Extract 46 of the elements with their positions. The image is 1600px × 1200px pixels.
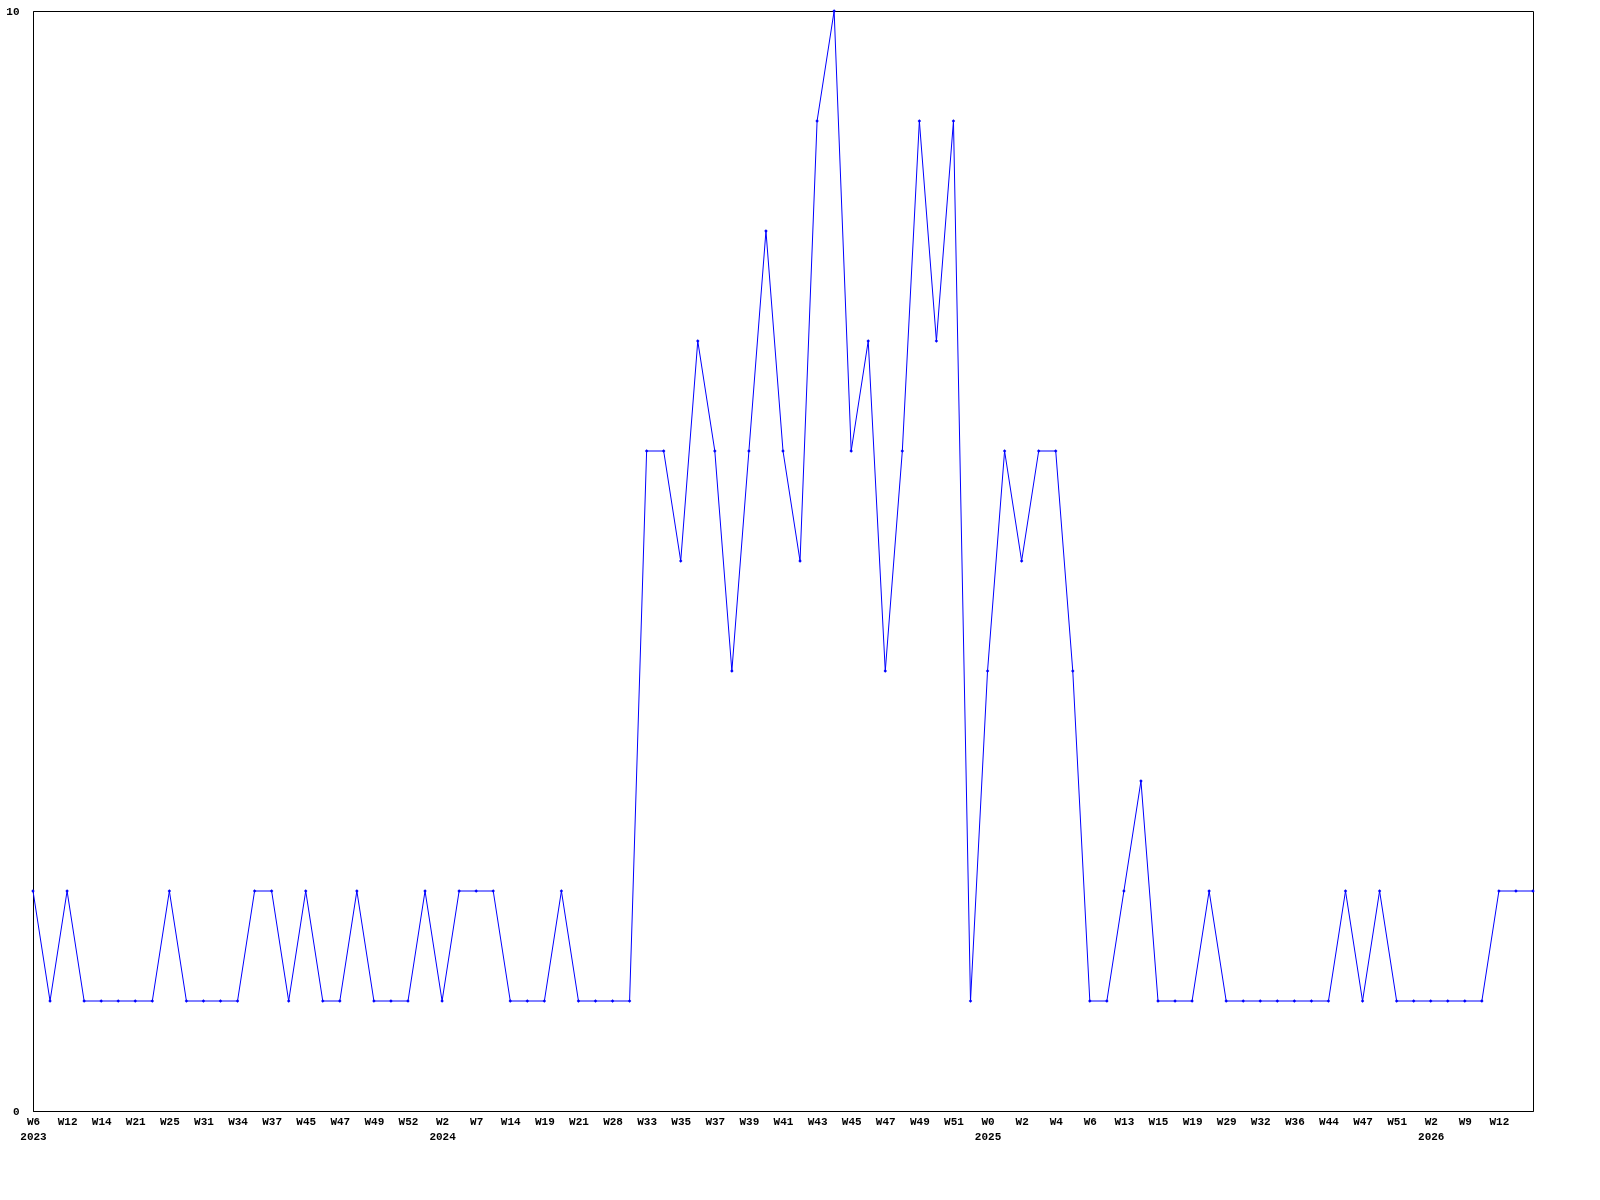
- x-tick-label: W2 2024: [429, 1115, 457, 1143]
- x-tick-label: W9: [1458, 1115, 1472, 1128]
- x-tick-label: W47: [875, 1115, 896, 1128]
- x-tick-label: W32: [1250, 1115, 1271, 1128]
- x-tick-label: W33: [637, 1115, 658, 1128]
- x-tick-label: W21: [569, 1115, 590, 1128]
- x-tick-label: W14: [500, 1115, 522, 1128]
- x-tick-label: W41: [773, 1115, 794, 1128]
- x-tick-label: W45: [841, 1115, 862, 1128]
- x-tick-label: W35: [671, 1115, 692, 1128]
- x-tick-label: W6 2023: [20, 1115, 48, 1143]
- x-tick-label: W2: [1015, 1115, 1029, 1128]
- x-tick-label: W37: [262, 1115, 283, 1128]
- x-tick-label: W31: [194, 1115, 215, 1128]
- x-tick-label: W15: [1148, 1115, 1169, 1128]
- x-tick-label: W51: [944, 1115, 965, 1128]
- x-tick-label: W47: [1353, 1115, 1373, 1128]
- x-tick-label: W47: [330, 1115, 351, 1128]
- x-tick-label: W43: [807, 1115, 828, 1128]
- x-tick-label: W36: [1284, 1115, 1305, 1128]
- x-tick-label: W0 2025: [974, 1115, 1002, 1143]
- x-tick-label: W49: [909, 1115, 930, 1128]
- x-tick-label: W7: [470, 1115, 484, 1128]
- x-tick-label: W6: [1083, 1115, 1097, 1128]
- x-tick-label: W52: [398, 1115, 419, 1128]
- x-tick-label: W49: [364, 1115, 385, 1128]
- x-tick-label: W13: [1114, 1115, 1135, 1128]
- x-tick-label: W34: [228, 1115, 249, 1128]
- x-tick-label: W12: [57, 1115, 78, 1128]
- x-tick-label: W21: [125, 1115, 147, 1128]
- x-tick-label: W4: [1049, 1115, 1064, 1128]
- x-tick-label: W25: [159, 1115, 181, 1128]
- x-tick-label: W28: [603, 1115, 624, 1128]
- x-tick-label: W2 2026: [1418, 1115, 1445, 1143]
- x-tick-label: W44: [1319, 1115, 1340, 1128]
- x-tick-label: W19: [1182, 1115, 1203, 1128]
- x-tick-label: W29: [1216, 1115, 1237, 1128]
- x-tick-label: W39: [739, 1115, 760, 1128]
- x-tick-label: W12: [1489, 1115, 1510, 1128]
- x-tick-label: W51: [1387, 1115, 1408, 1128]
- x-tick-label: W19: [534, 1115, 555, 1128]
- y-tick-label: 10: [6, 5, 20, 18]
- x-tick-label: W37: [705, 1115, 726, 1128]
- x-tick-label: W45: [296, 1115, 317, 1128]
- x-tick-label: W14: [91, 1115, 112, 1128]
- y-tick-label: 0: [12, 1105, 20, 1118]
